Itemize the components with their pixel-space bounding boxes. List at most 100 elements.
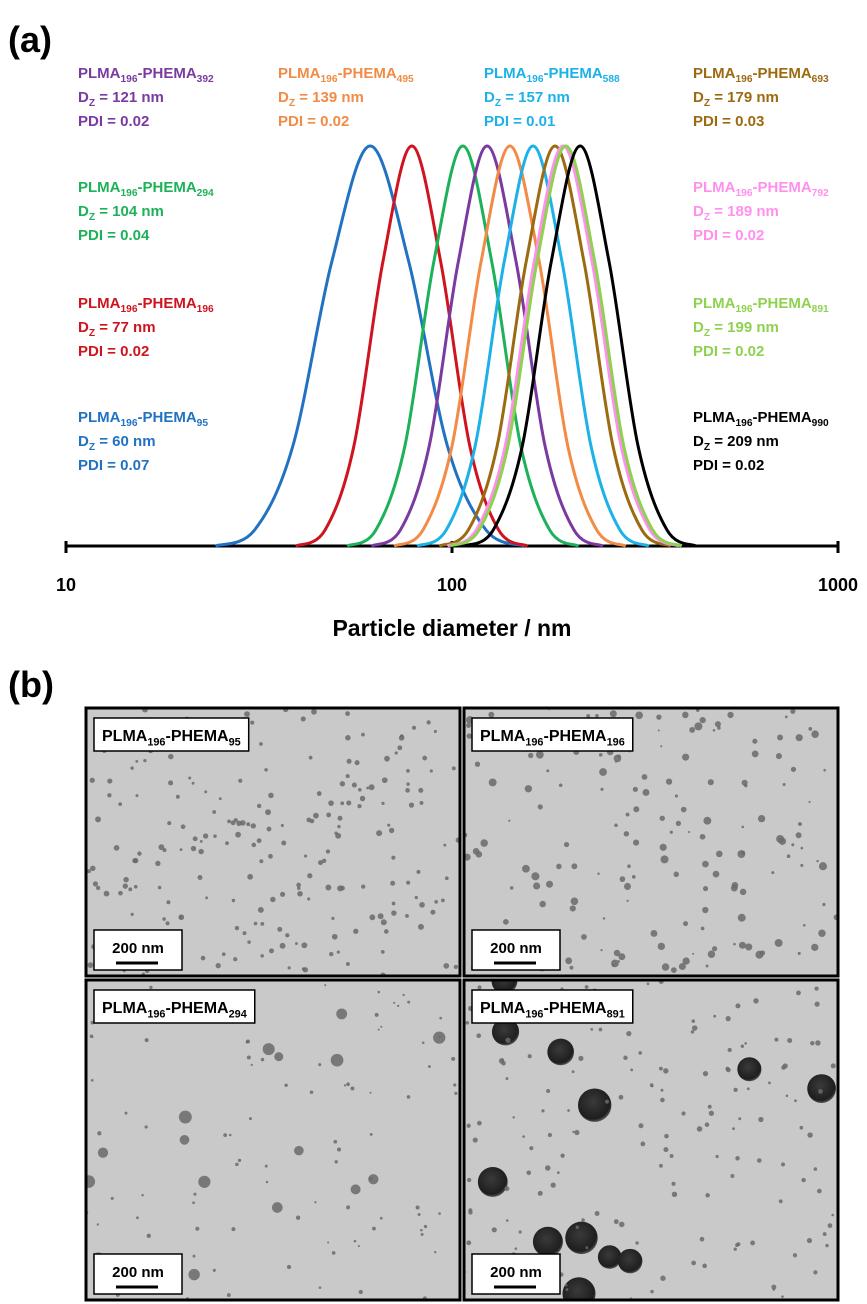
- legend-name: PLMA196-PHEMA495: [278, 65, 414, 85]
- particle: [782, 782, 786, 787]
- particle: [294, 942, 298, 945]
- particle: [296, 882, 301, 888]
- particle: [433, 729, 437, 733]
- particle: [818, 1089, 823, 1094]
- particle: [727, 1047, 732, 1053]
- particle: [246, 1055, 251, 1060]
- particle: [345, 711, 350, 716]
- particle: [640, 1141, 646, 1147]
- particle: [345, 774, 350, 779]
- particle: [343, 1084, 347, 1087]
- legend-pdi: PDI = 0.02: [278, 113, 349, 130]
- particle: [600, 787, 604, 791]
- particle: [533, 882, 541, 890]
- particle: [522, 1135, 525, 1138]
- particle: [307, 873, 313, 879]
- particle: [466, 1240, 472, 1246]
- particle: [712, 946, 718, 952]
- particle: [376, 830, 383, 837]
- particle: [570, 897, 579, 906]
- particle: [702, 885, 709, 892]
- particle: [230, 820, 236, 826]
- particle: [571, 1070, 575, 1074]
- particle: [405, 913, 409, 918]
- particle: [798, 822, 802, 826]
- particle: [689, 726, 696, 733]
- particle: [248, 1117, 252, 1121]
- particle: [215, 963, 221, 969]
- text-part: -PHEMA: [543, 1000, 607, 1017]
- particle: [130, 766, 134, 770]
- particle: [547, 1132, 553, 1138]
- legend-name: PLMA196-PHEMA392: [78, 65, 214, 85]
- particle: [295, 1215, 301, 1220]
- particle: [627, 864, 631, 868]
- text-part: -PHEMA: [753, 179, 812, 196]
- tem-image: PLMA196-PHEMA294 200 nm: [84, 978, 462, 1302]
- legend-pdi: PDI = 0.07: [78, 457, 149, 474]
- text-part: = 139 nm: [295, 89, 364, 106]
- legend-dz: DZ = 121 nm: [78, 89, 164, 109]
- tem-frame: [462, 706, 840, 978]
- particle: [193, 1192, 197, 1196]
- particle: [466, 1123, 471, 1128]
- particle: [556, 863, 562, 870]
- text-part: PLMA: [78, 65, 121, 82]
- particle: [571, 863, 578, 870]
- particle: [691, 1019, 696, 1023]
- particle: [657, 942, 665, 951]
- particle: [118, 890, 123, 896]
- particle: [477, 1120, 482, 1126]
- subscript: Z: [289, 98, 295, 109]
- particle: [250, 720, 255, 725]
- particle: [541, 1109, 545, 1113]
- particle: [816, 859, 819, 863]
- particle: [682, 957, 690, 965]
- particle: [280, 891, 286, 897]
- particle: [532, 1226, 563, 1257]
- text-part: = 157 nm: [501, 89, 570, 106]
- particle: [238, 778, 243, 783]
- particle: [619, 876, 626, 882]
- text-part: D: [693, 433, 704, 450]
- subscript: 196: [736, 74, 753, 85]
- particle: [406, 880, 411, 885]
- particle: [271, 1202, 283, 1213]
- text-part: = 121 nm: [95, 89, 164, 106]
- particle: [264, 1164, 268, 1168]
- text-part: PLMA: [78, 295, 121, 312]
- particle: [381, 801, 385, 805]
- particle: [800, 846, 804, 850]
- particle: [776, 834, 785, 843]
- particle: [128, 887, 133, 892]
- tem-label-box: [93, 717, 250, 752]
- text-part: = 77 nm: [95, 319, 155, 336]
- particle: [715, 850, 723, 858]
- particle: [738, 1117, 742, 1121]
- subscript: Z: [704, 442, 710, 453]
- particle: [414, 895, 418, 900]
- particle: [564, 1283, 568, 1287]
- particle: [228, 1133, 232, 1137]
- particle: [565, 957, 573, 965]
- particle: [658, 1066, 663, 1071]
- particle: [751, 750, 759, 758]
- text-part: -PHEMA: [138, 65, 197, 82]
- particle: [368, 1176, 373, 1181]
- particle: [472, 847, 480, 855]
- particle: [546, 1089, 551, 1094]
- particle: [813, 1270, 818, 1275]
- particle: [90, 865, 96, 872]
- particle: [277, 926, 283, 932]
- particle: [702, 1263, 707, 1269]
- particle: [632, 839, 640, 846]
- particle: [613, 949, 621, 957]
- particle: [430, 909, 436, 915]
- particle: [336, 1147, 342, 1152]
- particle: [358, 787, 362, 792]
- particle: [113, 844, 120, 851]
- tem-image: PLMA196-PHEMA891 200 nm: [462, 978, 840, 1302]
- particle: [795, 832, 802, 839]
- particle: [256, 803, 262, 809]
- particle: [438, 1212, 441, 1215]
